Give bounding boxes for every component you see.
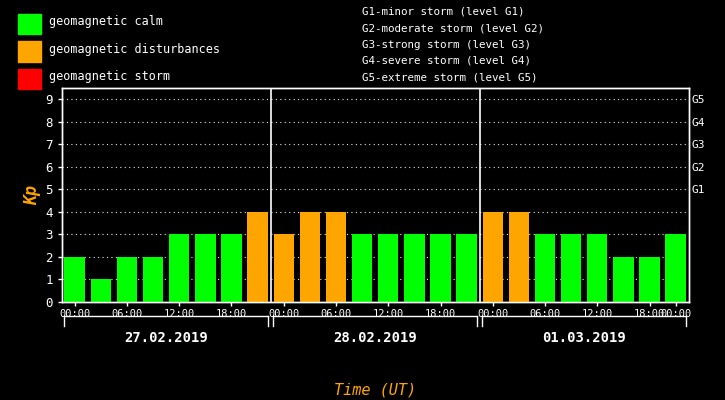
- Bar: [378, 234, 399, 302]
- Bar: [195, 234, 215, 302]
- Bar: [509, 212, 529, 302]
- Text: G5-extreme storm (level G5): G5-extreme storm (level G5): [362, 72, 538, 82]
- Bar: [18, 69, 41, 90]
- Bar: [666, 234, 686, 302]
- Text: 28.02.2019: 28.02.2019: [334, 331, 417, 345]
- Bar: [247, 212, 268, 302]
- Bar: [143, 257, 163, 302]
- Bar: [18, 41, 41, 62]
- Bar: [639, 257, 660, 302]
- Text: geomagnetic calm: geomagnetic calm: [49, 15, 162, 28]
- Text: 01.03.2019: 01.03.2019: [542, 331, 626, 345]
- Text: 27.02.2019: 27.02.2019: [124, 331, 208, 345]
- Bar: [91, 280, 111, 302]
- Bar: [613, 257, 634, 302]
- Bar: [326, 212, 346, 302]
- Text: geomagnetic disturbances: geomagnetic disturbances: [49, 42, 220, 56]
- Bar: [561, 234, 581, 302]
- Bar: [587, 234, 608, 302]
- Bar: [65, 257, 85, 302]
- Bar: [117, 257, 137, 302]
- Bar: [221, 234, 241, 302]
- Y-axis label: Kp: Kp: [23, 185, 41, 205]
- Bar: [273, 234, 294, 302]
- Text: G3-strong storm (level G3): G3-strong storm (level G3): [362, 40, 531, 50]
- Bar: [299, 212, 320, 302]
- Bar: [169, 234, 189, 302]
- Bar: [431, 234, 451, 302]
- Bar: [483, 212, 503, 302]
- Bar: [18, 14, 41, 34]
- Text: G1-minor storm (level G1): G1-minor storm (level G1): [362, 7, 525, 17]
- Text: G2-moderate storm (level G2): G2-moderate storm (level G2): [362, 23, 544, 33]
- Bar: [352, 234, 373, 302]
- Bar: [457, 234, 477, 302]
- Bar: [405, 234, 425, 302]
- Text: geomagnetic storm: geomagnetic storm: [49, 70, 170, 83]
- Bar: [535, 234, 555, 302]
- Text: G4-severe storm (level G4): G4-severe storm (level G4): [362, 56, 531, 66]
- Text: Time (UT): Time (UT): [334, 382, 416, 398]
